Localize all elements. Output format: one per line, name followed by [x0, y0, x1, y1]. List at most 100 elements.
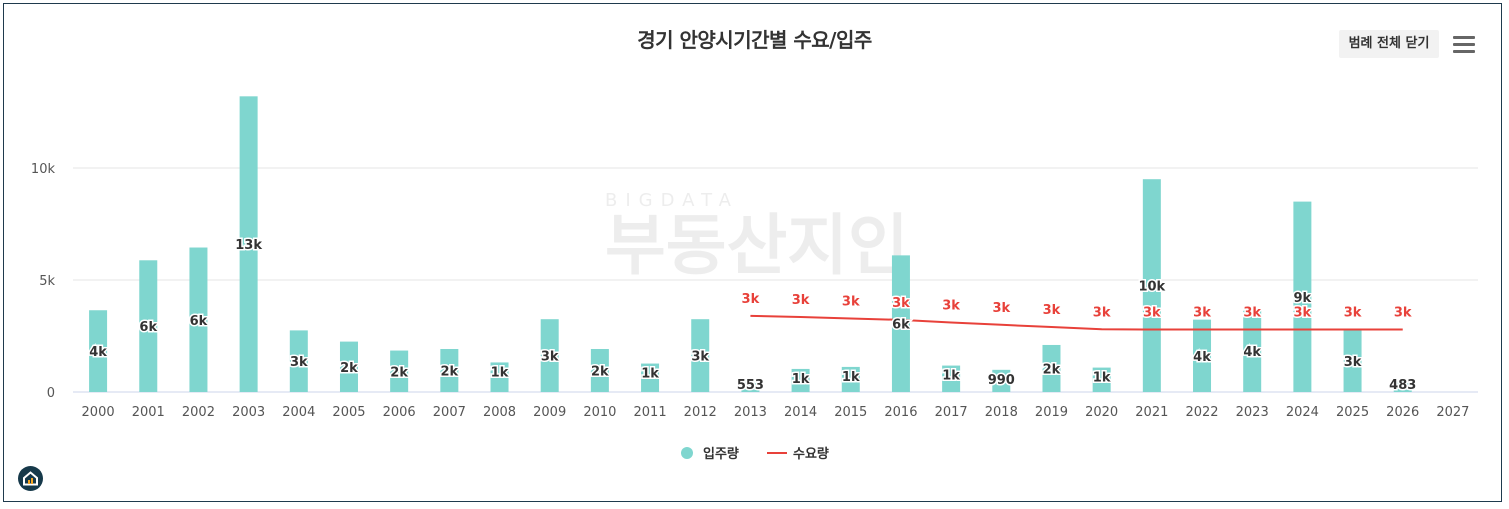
- bar: [590, 348, 609, 392]
- line-data-label: 3k: [742, 292, 760, 307]
- bar-data-label: 2k: [340, 361, 358, 376]
- bar-data-label: 553: [737, 378, 764, 393]
- bar: [1393, 381, 1412, 392]
- bar-data-label: 1k: [792, 372, 810, 387]
- bar: [1193, 319, 1212, 392]
- x-tick-label: 2003: [232, 405, 265, 420]
- line-data-label: 3k: [1143, 306, 1161, 321]
- bar-data-label: 2k: [390, 365, 408, 380]
- x-tick-label: 2027: [1436, 405, 1469, 420]
- line-data-label: 3k: [1043, 303, 1061, 318]
- bar: [339, 341, 358, 392]
- bar-data-label: 1k: [842, 370, 860, 385]
- hamburger-menu-icon[interactable]: [1453, 36, 1475, 54]
- bar: [490, 362, 509, 392]
- bar-data-label: 3k: [290, 355, 308, 370]
- x-tick-label: 2016: [884, 405, 917, 420]
- bar: [942, 365, 961, 392]
- bar-data-label: 4k: [1193, 350, 1211, 365]
- line-data-label: 3k: [942, 299, 960, 314]
- bar-data-label: 1k: [491, 365, 509, 380]
- x-tick-label: 2009: [533, 405, 566, 420]
- bar-data-label: 483: [1389, 378, 1416, 393]
- y-tick-label: 10k: [31, 162, 56, 177]
- y-tick-label: 5k: [39, 274, 55, 289]
- legend-line-label: 수요량: [793, 447, 829, 462]
- bar-data-label: 10k: [1138, 280, 1165, 295]
- x-tick-label: 2008: [483, 405, 516, 420]
- bar: [1293, 201, 1312, 392]
- x-tick-label: 2002: [182, 405, 215, 420]
- bar: [791, 368, 810, 392]
- bar: [641, 363, 660, 392]
- bar-data-label: 3k: [541, 350, 559, 365]
- bar-data-label: 990: [988, 373, 1015, 388]
- bar-data-label: 1k: [1093, 371, 1111, 386]
- line-data-label: 3k: [1294, 306, 1312, 321]
- legend-bar-label: 입주량: [703, 447, 739, 462]
- bar: [540, 319, 559, 392]
- line-data-label: 3k: [1193, 306, 1211, 321]
- line-data-label: 3k: [842, 295, 860, 310]
- x-tick-label: 2013: [734, 405, 767, 420]
- x-tick-label: 2014: [784, 405, 817, 420]
- home-logo-icon[interactable]: [18, 466, 43, 491]
- x-tick-label: 2025: [1336, 405, 1369, 420]
- bar-data-label: 3k: [691, 350, 709, 365]
- bar-data-label: 4k: [89, 345, 107, 360]
- bar-data-label: 9k: [1294, 291, 1312, 306]
- bar: [1243, 310, 1262, 392]
- y-tick-label: 0: [47, 386, 55, 401]
- x-tick-label: 2005: [332, 405, 365, 420]
- x-tick-label: 2026: [1386, 405, 1419, 420]
- bar: [1042, 344, 1061, 392]
- line-data-label: 3k: [1344, 306, 1362, 321]
- bar: [89, 310, 108, 392]
- bar-data-label: 2k: [591, 364, 609, 379]
- legend-toggle-button[interactable]: 범례 전체 닫기: [1339, 30, 1439, 58]
- line-data-label: 3k: [1243, 306, 1261, 321]
- bar: [841, 366, 860, 392]
- bar: [440, 348, 459, 392]
- bar: [891, 255, 910, 392]
- x-tick-label: 2017: [935, 405, 968, 420]
- bar-data-label: 1k: [641, 367, 659, 382]
- bar-data-label: 6k: [139, 320, 157, 335]
- bar-data-label: 1k: [942, 369, 960, 384]
- bar-data-label: 2k: [1043, 362, 1061, 377]
- bar: [139, 260, 158, 392]
- bar: [691, 319, 710, 392]
- x-tick-label: 2020: [1085, 405, 1118, 420]
- line-data-label: 3k: [792, 293, 810, 308]
- x-tick-label: 2004: [282, 405, 315, 420]
- x-tick-label: 2000: [82, 405, 115, 420]
- demand-line: [750, 314, 1403, 331]
- x-tick-label: 2006: [383, 405, 416, 420]
- x-tick-label: 2024: [1286, 405, 1319, 420]
- bar-data-label: 2k: [440, 364, 458, 379]
- x-tick-label: 2007: [433, 405, 466, 420]
- bar: [741, 379, 760, 392]
- line-data-label: 3k: [1093, 305, 1111, 320]
- x-tick-label: 2021: [1135, 405, 1168, 420]
- bar: [1092, 367, 1111, 392]
- bar: [239, 96, 258, 392]
- line-data-label: 3k: [1394, 306, 1412, 321]
- x-tick-label: 2018: [985, 405, 1018, 420]
- bar: [390, 350, 409, 392]
- bar: [1142, 179, 1161, 392]
- x-tick-label: 2022: [1185, 405, 1218, 420]
- x-tick-label: 2012: [684, 405, 717, 420]
- bar: [189, 247, 208, 392]
- bar-data-label: 4k: [1243, 345, 1261, 360]
- bar: [289, 330, 308, 392]
- x-tick-label: 2011: [634, 405, 667, 420]
- bar-data-label: 13k: [235, 238, 262, 253]
- x-tick-label: 2019: [1035, 405, 1068, 420]
- legend-bar-marker: [681, 447, 693, 459]
- x-tick-label: 2015: [834, 405, 867, 420]
- bar: [992, 369, 1011, 392]
- line-data-label: 3k: [992, 301, 1010, 316]
- bar-data-label: 6k: [892, 318, 910, 333]
